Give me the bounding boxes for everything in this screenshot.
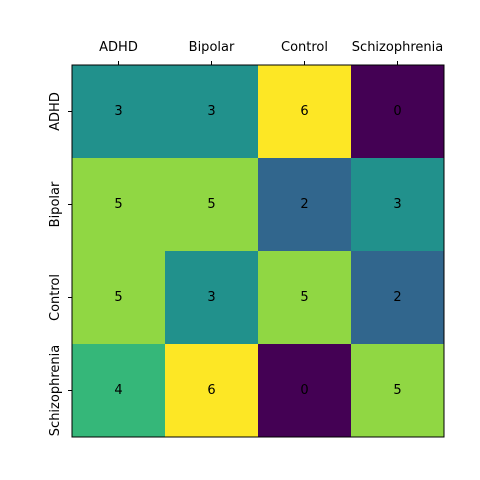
heatmap-cell xyxy=(258,158,352,252)
heatmap-cell xyxy=(72,65,166,159)
x-tick-label: ADHD xyxy=(99,40,138,55)
heatmap-cell-value: 5 xyxy=(114,197,122,212)
heatmap-cell-value: 3 xyxy=(207,104,215,119)
plot-frame xyxy=(71,64,445,438)
heatmap-cell-value: 5 xyxy=(300,290,308,305)
heatmap-cell xyxy=(165,251,259,345)
heatmap-cell xyxy=(72,251,166,345)
heatmap-cell xyxy=(165,344,259,438)
heatmap-cell xyxy=(72,344,166,438)
heatmap-cell-value: 3 xyxy=(207,290,215,305)
heatmap-cell-value: 2 xyxy=(393,290,401,305)
heatmap-cell xyxy=(72,158,166,252)
heatmap-cell xyxy=(351,158,445,252)
heatmap-cell-value: 0 xyxy=(300,383,308,398)
heatmap-cell-labels: 3 3 6 0 5 5 2 3 5 3 5 2 4 6 0 5 xyxy=(114,104,401,398)
heatmap-cell xyxy=(258,251,352,345)
heatmap-cell-value: 2 xyxy=(300,197,308,212)
y-tick-label: ADHD xyxy=(48,92,63,131)
heatmap-cell xyxy=(165,65,259,159)
heatmap-cell-value: 3 xyxy=(393,197,401,212)
heatmap-cell-value: 0 xyxy=(393,104,401,119)
heatmap-cell-value: 5 xyxy=(114,290,122,305)
heatmap-cell xyxy=(258,65,352,159)
heatmap-cell xyxy=(165,158,259,252)
heatmap-cell-value: 5 xyxy=(207,197,215,212)
heatmap-cell xyxy=(258,344,352,438)
heatmap-cell-value: 4 xyxy=(114,383,122,398)
heatmap-cell xyxy=(351,344,445,438)
heatmap-cell-value: 3 xyxy=(114,104,122,119)
heatmap-cell xyxy=(351,65,445,159)
heatmap-cell-value: 6 xyxy=(207,383,215,398)
x-tick-label: Schizophrenia xyxy=(352,40,443,55)
x-axis-ticks: ADHD Bipolar Control Schizophrenia xyxy=(99,40,443,65)
y-tick-label: Schizophrenia xyxy=(48,345,63,436)
y-axis-ticks: ADHD Bipolar Control Schizophrenia xyxy=(48,92,72,436)
y-tick-label: Control xyxy=(48,274,63,321)
x-tick-label: Bipolar xyxy=(189,40,235,55)
heatmap-cell-value: 6 xyxy=(300,104,308,119)
heatmap-cell-value: 5 xyxy=(393,383,401,398)
heatmap-cells xyxy=(72,65,445,438)
x-tick-label: Control xyxy=(281,40,328,55)
heatmap-cell xyxy=(351,251,445,345)
y-tick-label: Bipolar xyxy=(48,181,63,227)
